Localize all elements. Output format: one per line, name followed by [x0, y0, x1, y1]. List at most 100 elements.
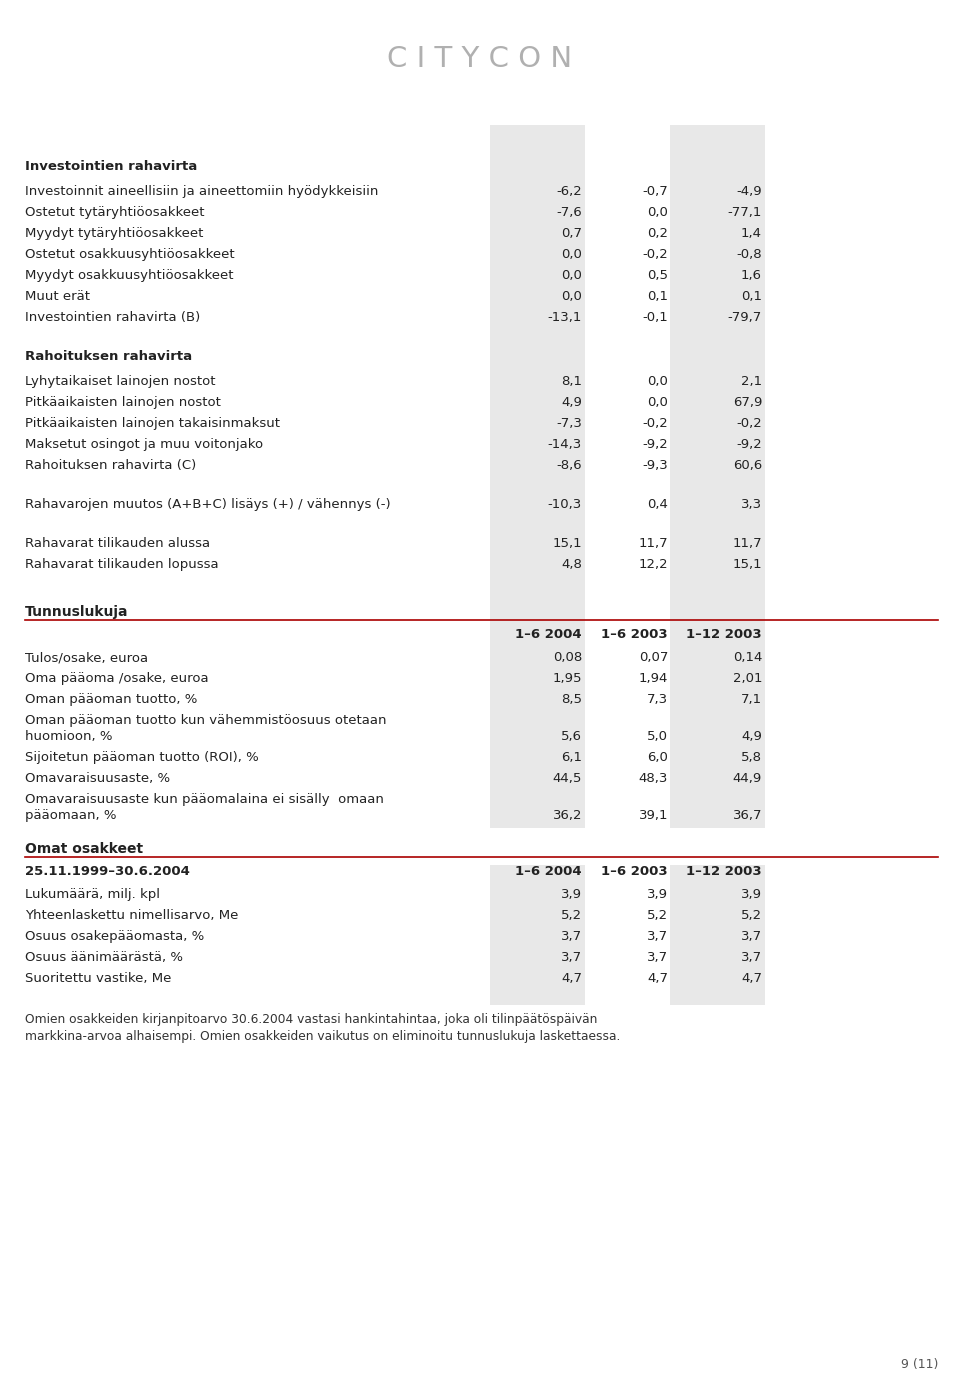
Text: 6,0: 6,0: [647, 751, 668, 763]
Text: 9 (11): 9 (11): [900, 1357, 938, 1371]
Text: C I T Y C O N: C I T Y C O N: [388, 44, 572, 74]
Text: 7,1: 7,1: [741, 693, 762, 706]
Text: 0,4: 0,4: [647, 498, 668, 511]
Text: 1,4: 1,4: [741, 228, 762, 240]
Text: Oma pääoma /osake, euroa: Oma pääoma /osake, euroa: [25, 672, 208, 686]
Text: -79,7: -79,7: [728, 311, 762, 323]
Text: 1–6 2004: 1–6 2004: [516, 627, 582, 641]
Text: 11,7: 11,7: [732, 537, 762, 550]
Text: 2,01: 2,01: [732, 672, 762, 686]
Text: 4,7: 4,7: [561, 972, 582, 985]
Text: -0,7: -0,7: [642, 185, 668, 198]
Bar: [490, 627, 585, 829]
Text: Omavaraisuusaste kun pääomalaina ei sisälly  omaan: Omavaraisuusaste kun pääomalaina ei sisä…: [25, 793, 384, 806]
Text: 0,0: 0,0: [647, 375, 668, 389]
Text: 44,5: 44,5: [553, 772, 582, 786]
Text: -6,2: -6,2: [556, 185, 582, 198]
Text: 0,0: 0,0: [647, 396, 668, 409]
Text: -9,2: -9,2: [736, 439, 762, 451]
Text: 0,07: 0,07: [638, 651, 668, 663]
Text: 1,94: 1,94: [638, 672, 668, 686]
Text: 3,7: 3,7: [741, 930, 762, 942]
Text: -7,6: -7,6: [556, 205, 582, 219]
Text: Rahoituksen rahavirta (C): Rahoituksen rahavirta (C): [25, 459, 196, 472]
Text: 3,7: 3,7: [561, 951, 582, 965]
Text: Lukumäärä, milj. kpl: Lukumäärä, milj. kpl: [25, 888, 160, 901]
Text: Myydyt tytäryhtiöosakkeet: Myydyt tytäryhtiöosakkeet: [25, 228, 204, 240]
Text: Sijoitetun pääoman tuotto (ROI), %: Sijoitetun pääoman tuotto (ROI), %: [25, 751, 259, 763]
Text: Rahavarat tilikauden lopussa: Rahavarat tilikauden lopussa: [25, 558, 219, 570]
Text: huomioon, %: huomioon, %: [25, 730, 112, 743]
Text: 1–6 2003: 1–6 2003: [601, 865, 668, 879]
Text: 5,2: 5,2: [741, 909, 762, 922]
Text: Yhteenlaskettu nimellisarvo, Me: Yhteenlaskettu nimellisarvo, Me: [25, 909, 238, 922]
Text: Lyhytaikaiset lainojen nostot: Lyhytaikaiset lainojen nostot: [25, 375, 215, 389]
Text: -13,1: -13,1: [547, 311, 582, 323]
Text: Suoritettu vastike, Me: Suoritettu vastike, Me: [25, 972, 172, 985]
Text: 0,0: 0,0: [562, 269, 582, 282]
Text: 4,9: 4,9: [562, 396, 582, 409]
Text: 1–12 2003: 1–12 2003: [686, 627, 762, 641]
Text: Osuus osakepääomasta, %: Osuus osakepääomasta, %: [25, 930, 204, 942]
Text: Rahoituksen rahavirta: Rahoituksen rahavirta: [25, 350, 192, 364]
Text: -4,9: -4,9: [736, 185, 762, 198]
Text: 5,8: 5,8: [741, 751, 762, 763]
Text: 48,3: 48,3: [638, 772, 668, 786]
Text: Myydyt osakkuusyhtiöosakkeet: Myydyt osakkuusyhtiöosakkeet: [25, 269, 233, 282]
Text: 3,9: 3,9: [561, 888, 582, 901]
Text: Maksetut osingot ja muu voitonjako: Maksetut osingot ja muu voitonjako: [25, 439, 263, 451]
Text: Omavaraisuusaste, %: Omavaraisuusaste, %: [25, 772, 170, 786]
Bar: [670, 627, 765, 829]
Text: Muut erät: Muut erät: [25, 290, 90, 303]
Text: Omien osakkeiden kirjanpitoarvo 30.6.2004 vastasi hankintahintaa, joka oli tilin: Omien osakkeiden kirjanpitoarvo 30.6.200…: [25, 1013, 597, 1026]
Text: -0,2: -0,2: [642, 248, 668, 261]
Text: 0,1: 0,1: [647, 290, 668, 303]
Text: 4,8: 4,8: [562, 558, 582, 570]
Text: 5,6: 5,6: [561, 730, 582, 743]
Text: 0,1: 0,1: [741, 290, 762, 303]
Text: Osuus äänimäärästä, %: Osuus äänimäärästä, %: [25, 951, 183, 965]
Text: -0,8: -0,8: [736, 248, 762, 261]
Text: Pitkäaikaisten lainojen nostot: Pitkäaikaisten lainojen nostot: [25, 396, 221, 409]
Text: 2,1: 2,1: [741, 375, 762, 389]
Text: Investointien rahavirta (B): Investointien rahavirta (B): [25, 311, 201, 323]
Text: 1–6 2004: 1–6 2004: [516, 865, 582, 879]
Text: -77,1: -77,1: [728, 205, 762, 219]
Text: -0,2: -0,2: [736, 416, 762, 430]
Text: Oman pääoman tuotto kun vähemmistöosuus otetaan: Oman pääoman tuotto kun vähemmistöosuus …: [25, 713, 387, 727]
Text: 0,08: 0,08: [553, 651, 582, 663]
Text: 0,0: 0,0: [562, 290, 582, 303]
Text: 3,3: 3,3: [741, 498, 762, 511]
Text: 15,1: 15,1: [732, 558, 762, 570]
Text: 1–6 2003: 1–6 2003: [601, 627, 668, 641]
Bar: [490, 125, 585, 690]
Text: 4,7: 4,7: [741, 972, 762, 985]
Text: -14,3: -14,3: [548, 439, 582, 451]
Text: Rahavarat tilikauden alussa: Rahavarat tilikauden alussa: [25, 537, 210, 550]
Text: 11,7: 11,7: [638, 537, 668, 550]
Text: 60,6: 60,6: [732, 459, 762, 472]
Text: Rahavarojen muutos (A+B+C) lisäys (+) / vähennys (-): Rahavarojen muutos (A+B+C) lisäys (+) / …: [25, 498, 391, 511]
Text: 3,7: 3,7: [561, 930, 582, 942]
Text: 5,2: 5,2: [561, 909, 582, 922]
Text: 4,9: 4,9: [741, 730, 762, 743]
Text: -10,3: -10,3: [548, 498, 582, 511]
Text: 67,9: 67,9: [732, 396, 762, 409]
Text: -9,3: -9,3: [642, 459, 668, 472]
Text: 0,14: 0,14: [732, 651, 762, 663]
Text: 0,5: 0,5: [647, 269, 668, 282]
Text: 8,1: 8,1: [561, 375, 582, 389]
Text: pääomaan, %: pääomaan, %: [25, 809, 116, 822]
Text: 25.11.1999–30.6.2004: 25.11.1999–30.6.2004: [25, 865, 190, 879]
Text: Investointien rahavirta: Investointien rahavirta: [25, 160, 197, 174]
Text: 0,0: 0,0: [562, 248, 582, 261]
Text: Investoinnit aineellisiin ja aineettomiin hyödykkeisiin: Investoinnit aineellisiin ja aineettomii…: [25, 185, 378, 198]
Text: Tulos/osake, euroa: Tulos/osake, euroa: [25, 651, 148, 663]
Text: 0,7: 0,7: [561, 228, 582, 240]
Text: 36,2: 36,2: [553, 809, 582, 822]
Text: 3,7: 3,7: [647, 951, 668, 965]
Text: 15,1: 15,1: [552, 537, 582, 550]
Bar: [670, 865, 765, 1005]
Text: Tunnuslukuja: Tunnuslukuja: [25, 605, 129, 619]
Text: markkina-arvoa alhaisempi. Omien osakkeiden vaikutus on eliminoitu tunnuslukuja : markkina-arvoa alhaisempi. Omien osakkei…: [25, 1030, 620, 1042]
